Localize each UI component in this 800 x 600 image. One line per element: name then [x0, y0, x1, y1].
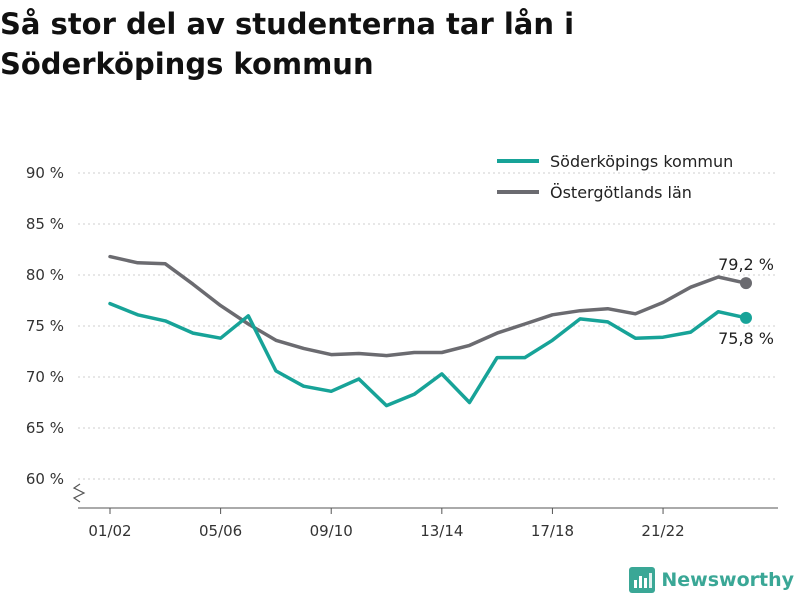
legend-label-0: Söderköpings kommun [550, 152, 733, 171]
legend-label-1: Östergötlands län [550, 183, 692, 202]
x-tick-label: 17/18 [531, 522, 574, 540]
chart-title: Så stor del av studenterna tar lån i Söd… [0, 7, 575, 81]
axis-break-mark [72, 483, 86, 503]
series-end-point-0 [740, 311, 752, 324]
series-end-points: 79,2 % 75,8 % [718, 255, 774, 348]
y-tick-label: 90 % [26, 164, 64, 182]
y-tick-label: 65 % [26, 419, 64, 437]
x-axis [72, 483, 778, 509]
end-label-ostergotland: 79,2 % [718, 255, 774, 274]
x-tick-label: 09/10 [310, 522, 353, 540]
y-tick-label: 60 % [26, 470, 64, 488]
series-end-point-1 [740, 277, 752, 290]
x-tick-label: 05/06 [199, 522, 242, 540]
brand-name: Newsworthy [661, 569, 794, 591]
x-tick-label: 21/22 [641, 522, 684, 540]
brand-logo: Newsworthy [629, 566, 794, 594]
y-tick-label: 75 % [26, 317, 64, 335]
y-tick-label: 80 % [26, 266, 64, 284]
series-line-0 [108, 301, 748, 408]
legend: Söderköpings kommun Östergötlands län [497, 152, 733, 202]
grid-lines [78, 172, 778, 480]
y-tick-label: 85 % [26, 215, 64, 233]
x-axis-ticks: 01/02 05/06 09/10 13/14 17/18 21/22 [88, 508, 685, 540]
series-lines [108, 254, 748, 408]
x-tick-label: 01/02 [88, 522, 131, 540]
end-label-soderkoping: 75,8 % [718, 329, 774, 348]
y-axis-ticks: 60 % 65 % 70 % 75 % 80 % 85 % 90 % [26, 164, 64, 488]
series-line-1 [108, 254, 748, 358]
x-tick-label: 13/14 [420, 522, 463, 540]
y-tick-label: 70 % [26, 368, 64, 386]
newsworthy-logo-icon [629, 567, 656, 593]
